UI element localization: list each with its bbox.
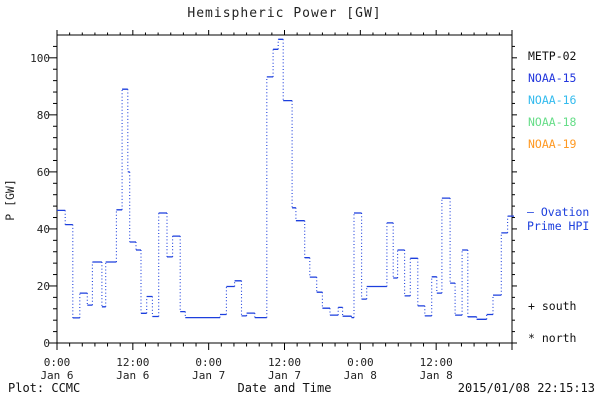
svg-text:12:00: 12:00 — [268, 356, 301, 369]
satellite-legend: METP-02 NOAA-15 NOAA-16 NOAA-18 NOAA-19 — [528, 45, 576, 155]
x-axis-title: Date and Time — [237, 381, 332, 395]
svg-text:0: 0 — [43, 337, 50, 350]
series-legend-line2: Prime HPI — [527, 219, 590, 233]
svg-text:12:00: 12:00 — [116, 356, 149, 369]
axis-ticks — [49, 30, 517, 350]
svg-text:Jan 6: Jan 6 — [116, 369, 149, 382]
line-sample-icon: — — [527, 205, 534, 219]
plot-credit: Plot: CCMC — [8, 381, 81, 395]
plot-border — [56, 34, 513, 344]
legend-item-noaa18: NOAA-18 — [528, 115, 577, 129]
svg-text:60: 60 — [37, 166, 50, 179]
svg-text:80: 80 — [37, 109, 50, 122]
legend-item-noaa15: NOAA-15 — [528, 71, 577, 85]
legend-item-metp02: METP-02 — [528, 49, 577, 63]
svg-text:100: 100 — [30, 52, 50, 65]
svg-text:Jan 8: Jan 8 — [344, 369, 377, 382]
south-marker-label: + south — [528, 299, 577, 313]
svg-text:40: 40 — [37, 223, 50, 236]
plot-timestamp: 2015/01/08 22:15:13 — [457, 381, 595, 395]
svg-text:12:00: 12:00 — [420, 356, 453, 369]
svg-text:Jan 7: Jan 7 — [192, 369, 225, 382]
hpi-step-connectors — [64, 39, 509, 320]
hpi-step-line — [57, 38, 514, 320]
y-axis-title: P [GW] — [3, 179, 17, 221]
svg-text:0:00: 0:00 — [195, 356, 222, 369]
svg-text:0:00: 0:00 — [347, 356, 374, 369]
svg-text:Jan 8: Jan 8 — [420, 369, 453, 382]
svg-text:20: 20 — [37, 280, 50, 293]
legend-item-noaa16: NOAA-16 — [528, 93, 577, 107]
legend-item-noaa19: NOAA-19 — [528, 137, 577, 151]
svg-text:Jan 7: Jan 7 — [268, 369, 301, 382]
series-legend: — Ovation Prime HPI — [527, 205, 589, 233]
chart-title: Hemispheric Power [GW] — [187, 6, 382, 21]
series-legend-line1: Ovation — [540, 205, 590, 219]
svg-text:0:00: 0:00 — [44, 356, 71, 369]
svg-text:Jan 6: Jan 6 — [40, 369, 73, 382]
north-marker-label: * north — [528, 331, 577, 345]
